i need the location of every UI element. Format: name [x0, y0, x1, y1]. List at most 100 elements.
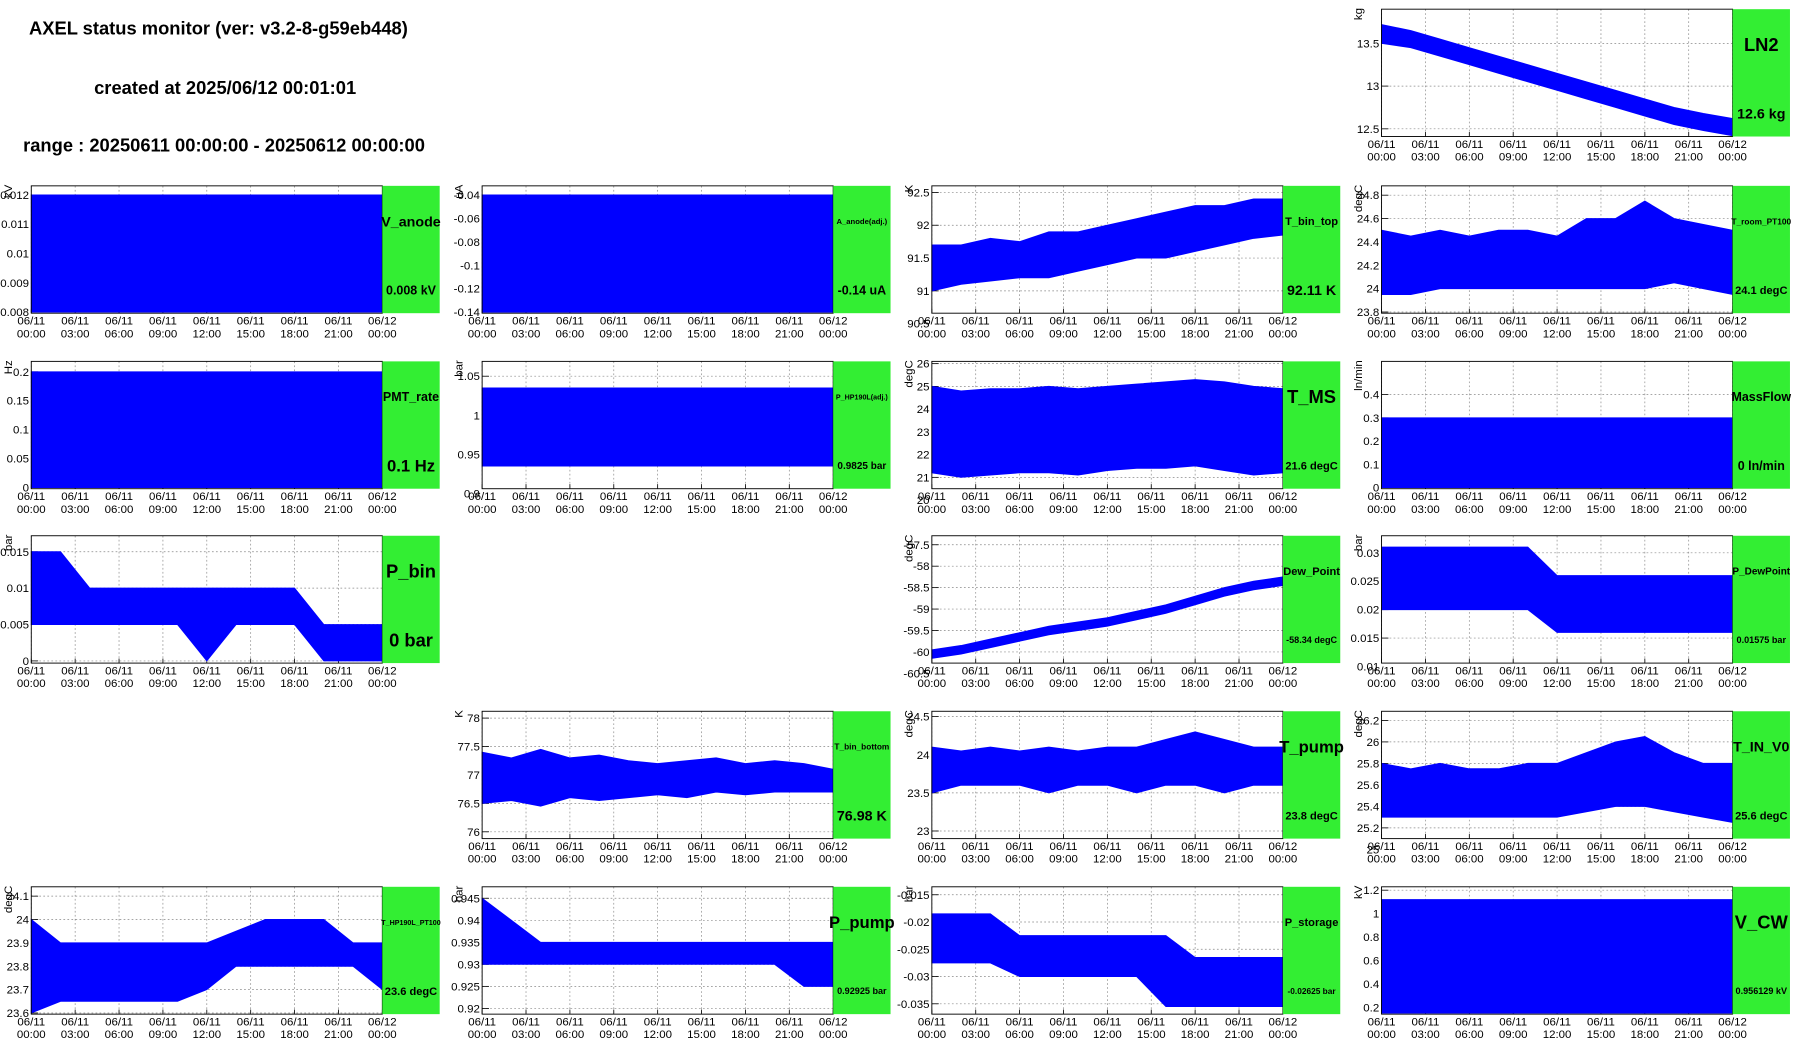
x-tick-label: 06/11 09:00 — [599, 841, 628, 866]
x-tick-label: 06/11 15:00 — [236, 1017, 265, 1042]
y-tick-label: 0.012 — [0, 190, 29, 202]
x-tick-label: 06/12 00:00 — [1718, 316, 1747, 341]
y-tick-label: 24.1 — [7, 891, 29, 903]
status-box — [1732, 535, 1790, 664]
y-tick-label: 12.5 — [1357, 124, 1379, 136]
y-tick-label: 1.05 — [458, 371, 480, 383]
x-tick-label: 06/11 15:00 — [687, 1017, 716, 1042]
x-tick-label: 06/11 06:00 — [1455, 666, 1484, 691]
y-tick-label: -59 — [913, 604, 930, 616]
x-tick-label: 06/11 18:00 — [1630, 666, 1659, 691]
y-tick-label: 24 — [1366, 284, 1379, 296]
x-tick-label: 06/11 09:00 — [1049, 841, 1078, 866]
x-tick-label: 06/11 09:00 — [1049, 316, 1078, 341]
x-tick-label: 06/11 00:00 — [917, 491, 946, 516]
x-tick-label: 06/11 06:00 — [1005, 316, 1034, 341]
status-value: 25.6 degC — [1735, 810, 1787, 822]
y-axis-label: uA — [454, 184, 466, 198]
y-tick-label: 76.5 — [458, 798, 480, 810]
y-tick-label: 0.015 — [0, 547, 29, 559]
x-tick-label: 06/11 18:00 — [1181, 666, 1210, 691]
x-tick-label: 06/11 03:00 — [512, 316, 541, 341]
x-tick-label: 06/11 00:00 — [468, 491, 497, 516]
y-tick-label: 24.2 — [1357, 260, 1379, 272]
y-tick-label: 0.2 — [1363, 1002, 1379, 1014]
y-tick-label: 0.945 — [451, 893, 480, 905]
status-value: 0.008 kV — [386, 283, 437, 297]
x-tick-label: 06/11 03:00 — [512, 491, 541, 516]
y-tick-label: 26 — [1366, 737, 1379, 749]
x-tick-label: 06/11 21:00 — [1674, 666, 1703, 691]
y-axis-label: Hz — [3, 360, 15, 374]
x-tick-label: 06/11 06:00 — [105, 666, 134, 691]
status-value: 21.6 degC — [1285, 460, 1337, 472]
y-tick-label: 0.6 — [1363, 955, 1379, 967]
status-name: T_HP190L_PT100 — [381, 919, 440, 927]
y-tick-label: 24.8 — [1357, 190, 1379, 202]
x-tick-label: 06/11 09:00 — [149, 491, 178, 516]
x-tick-label: 06/11 00:00 — [1367, 316, 1396, 341]
x-tick-label: 06/11 18:00 — [731, 841, 760, 866]
x-tick-label: 06/11 15:00 — [1137, 316, 1166, 341]
y-tick-label: 20 — [917, 495, 930, 507]
x-tick-label: 06/11 21:00 — [775, 491, 804, 516]
y-axis-label: kg — [1353, 8, 1365, 20]
y-axis-label: degC — [1353, 185, 1365, 212]
x-tick-label: 06/11 03:00 — [1411, 1017, 1440, 1042]
status-box — [1732, 9, 1790, 137]
x-tick-label: 06/11 21:00 — [1674, 491, 1703, 516]
x-tick-label: 06/11 12:00 — [643, 1017, 672, 1042]
status-box — [382, 185, 440, 314]
x-tick-label: 06/12 00:00 — [1269, 841, 1298, 866]
status-box — [382, 361, 440, 489]
status-name: A_anode(adj.) — [836, 217, 887, 226]
y-axis-label: degC — [3, 886, 15, 913]
y-tick-label: 0.009 — [0, 278, 29, 290]
status-value: 0.956129 kV — [1736, 986, 1787, 996]
x-tick-label: 06/11 15:00 — [1587, 1017, 1616, 1042]
x-tick-label: 06/11 21:00 — [1674, 139, 1703, 164]
x-tick-label: 06/11 18:00 — [1630, 841, 1659, 866]
x-tick-label: 06/11 21:00 — [1225, 1017, 1254, 1042]
data-band — [481, 387, 834, 467]
status-value: 23.8 degC — [1285, 810, 1337, 822]
x-tick-label: 06/11 06:00 — [556, 316, 585, 341]
y-axis-label: degC — [1353, 710, 1365, 737]
x-tick-label: 06/11 12:00 — [192, 491, 221, 516]
x-tick-label: 06/11 09:00 — [1049, 666, 1078, 691]
status-box — [382, 886, 440, 1015]
x-tick-label: 06/11 03:00 — [1411, 491, 1440, 516]
x-tick-label: 06/11 00:00 — [468, 841, 497, 866]
x-tick-label: 06/11 06:00 — [1455, 491, 1484, 516]
x-tick-label: 06/11 21:00 — [1225, 491, 1254, 516]
status-box — [833, 711, 891, 839]
x-tick-label: 06/11 18:00 — [1630, 1017, 1659, 1042]
y-axis-label: degC — [903, 360, 915, 387]
y-tick-label: 0.935 — [451, 937, 480, 949]
x-tick-label: 06/11 21:00 — [324, 666, 353, 691]
x-tick-label: 06/12 00:00 — [819, 491, 848, 516]
x-tick-label: 06/11 12:00 — [1543, 139, 1572, 164]
x-tick-label: 06/11 15:00 — [1587, 316, 1616, 341]
y-tick-label: 0.015 — [1351, 633, 1380, 645]
y-tick-label: -0.015 — [897, 890, 930, 902]
y-tick-label: 0.4 — [1363, 390, 1380, 402]
x-tick-label: 06/11 00:00 — [468, 1017, 497, 1042]
x-tick-label: 06/11 12:00 — [192, 316, 221, 341]
y-tick-label: 21 — [917, 472, 930, 484]
x-tick-label: 06/11 15:00 — [1137, 841, 1166, 866]
x-tick-label: 06/12 00:00 — [1269, 1017, 1298, 1042]
x-tick-label: 06/11 21:00 — [324, 1017, 353, 1042]
x-tick-label: 06/11 00:00 — [17, 666, 46, 691]
x-tick-label: 06/11 00:00 — [17, 1017, 46, 1042]
y-axis-label: K — [903, 184, 915, 192]
x-tick-label: 06/11 09:00 — [1049, 1017, 1078, 1042]
y-tick-label: 23.5 — [907, 788, 929, 800]
x-tick-label: 06/11 00:00 — [1367, 1017, 1396, 1042]
x-tick-label: 06/12 00:00 — [819, 1017, 848, 1042]
x-tick-label: 06/11 03:00 — [61, 1017, 90, 1042]
y-tick-label: 0.95 — [458, 449, 480, 461]
x-tick-label: 06/11 06:00 — [1455, 841, 1484, 866]
y-tick-label: 23.6 — [7, 1008, 29, 1020]
x-tick-label: 06/11 21:00 — [324, 491, 353, 516]
